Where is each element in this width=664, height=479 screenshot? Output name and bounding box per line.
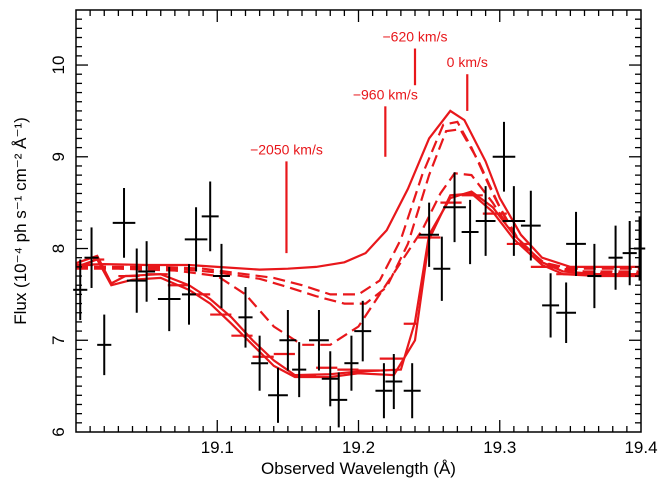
data-point-14: [279, 309, 297, 371]
annotation-label: −620 km/s: [383, 29, 448, 45]
data-point-1: [84, 227, 99, 288]
data-point-8: [184, 207, 208, 272]
data-point-11: [238, 287, 253, 348]
y-tick-label-1: 7: [49, 336, 68, 345]
data-point-31: [520, 190, 541, 261]
data-point-15: [292, 342, 307, 398]
model-curve-2: [76, 128, 641, 305]
annotation-0: −2050 km/s: [250, 141, 323, 254]
data-point-7: [181, 264, 197, 325]
data-point-24: [419, 202, 440, 267]
model-curves: [75, 109, 641, 379]
data-point-5: [138, 241, 156, 302]
y-tick-label-3: 9: [49, 152, 68, 161]
data-point-33: [556, 282, 577, 344]
data-point-19: [344, 335, 359, 391]
y-axis-label: Flux (10⁻⁴ ph s⁻¹ cm⁻² Å⁻¹): [11, 117, 30, 325]
data-point-27: [461, 199, 479, 265]
model-curve-0: [75, 109, 641, 271]
data-point-4: [126, 248, 147, 313]
data-point-32: [542, 273, 560, 338]
data-point-30: [502, 186, 526, 256]
data-point-37: [622, 221, 637, 286]
annotation-label: −2050 km/s: [250, 141, 323, 157]
data-point-36: [608, 225, 623, 290]
data-point-34: [566, 211, 586, 277]
x-tick-label-3: 19.4: [624, 438, 657, 457]
data-point-17: [321, 351, 339, 407]
x-tick-label-0: 19.1: [201, 438, 234, 457]
y-tick-label-2: 8: [49, 244, 68, 253]
annotation-2: −620 km/s: [383, 29, 448, 86]
data-point-9: [201, 181, 219, 252]
data-point-28: [475, 186, 496, 256]
data-point-12: [251, 335, 269, 391]
data-point-18: [330, 372, 348, 428]
annotation-1: −960 km/s: [353, 86, 418, 157]
data-point-25: [433, 236, 451, 301]
data-point-16: [309, 309, 329, 371]
data-point-20: [354, 300, 372, 362]
data-point-3: [112, 187, 136, 258]
data-point-13: [268, 367, 288, 423]
data-points: [73, 121, 646, 428]
velocity-annotations: −2050 km/s −960 km/s −620 km/s 0 km/s: [250, 29, 488, 254]
model-curve-5: [75, 192, 641, 379]
data-point-26: [443, 172, 466, 243]
data-point-2: [97, 314, 112, 376]
annotation-label: 0 km/s: [447, 54, 488, 70]
data-point-22: [385, 354, 403, 410]
model-curve-4: [75, 190, 641, 377]
annotation-label: −960 km/s: [353, 86, 418, 102]
x-tick-label-1: 19.2: [342, 438, 375, 457]
data-point-10: [213, 243, 230, 309]
data-point-35: [587, 243, 602, 309]
x-axis-label: Observed Wavelength (Å): [261, 459, 456, 478]
x-tick-label-2: 19.3: [483, 438, 516, 457]
data-point-6: [157, 266, 181, 332]
data-point-29: [492, 121, 516, 192]
data-point-23: [403, 363, 421, 419]
y-tick-label-0: 6: [49, 427, 68, 436]
data-point-21: [375, 363, 393, 419]
model-bins: [76, 194, 641, 377]
model-curve-3: [76, 172, 641, 346]
axis-ticks: 19.1 19.2 19.3 19.4 6 7 8 9 10: [49, 10, 658, 457]
annotation-3: 0 km/s: [447, 54, 488, 111]
y-tick-label-4: 10: [49, 56, 68, 75]
